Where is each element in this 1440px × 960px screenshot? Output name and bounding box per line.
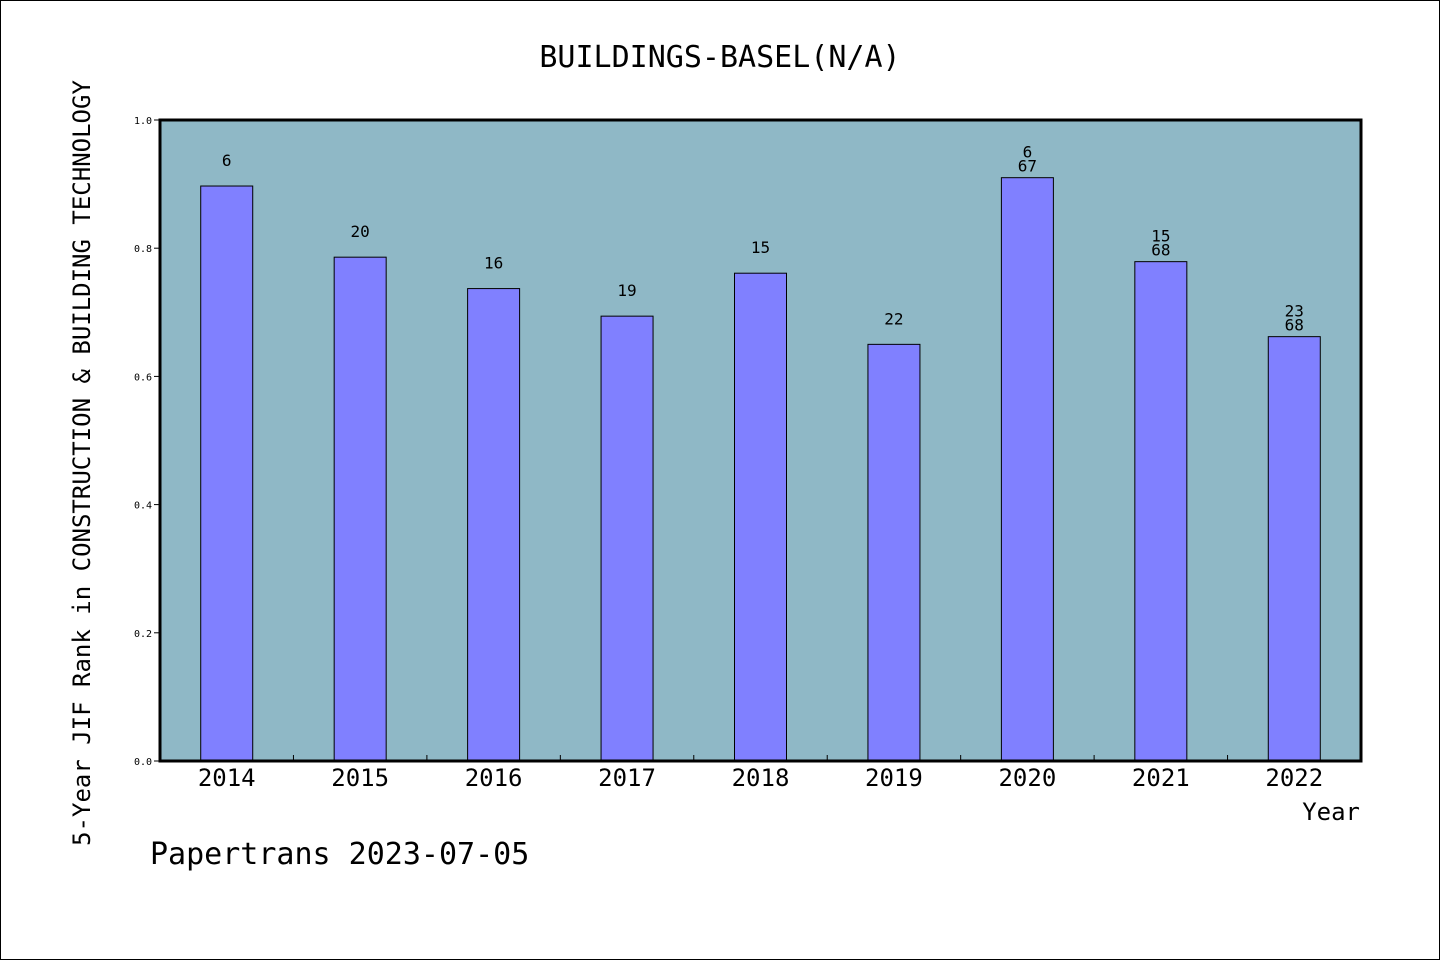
data-label-2019: 22	[884, 309, 903, 328]
y-tick-label: 0.6	[134, 372, 152, 383]
y-axis: 0.0 0.2 0.4 0.6 0.8 1.0	[134, 116, 160, 768]
bar-2019	[867, 343, 921, 762]
x-axis-label: Year	[1302, 798, 1360, 826]
x-tick-label: 2014	[198, 764, 256, 792]
data-label-2015: 20	[351, 222, 370, 241]
y-tick-label: 0.4	[134, 501, 152, 512]
y-tick-label: 0.2	[134, 629, 152, 640]
x-tick-label: 2016	[465, 764, 523, 792]
bar-2018	[734, 272, 787, 762]
data-label-2020: 6	[1023, 143, 1033, 162]
x-tick-label: 2022	[1265, 764, 1323, 792]
bar-2015	[333, 256, 387, 762]
bar-2022	[1267, 336, 1321, 762]
x-axis: 2014 2015 2016 2017 2018 2019 2020 2021 2022	[198, 755, 1323, 792]
footer-credit: Papertrans 2023-07-05	[150, 837, 529, 872]
y-tick-label: 0.8	[134, 244, 152, 255]
data-label-2021: 15	[1151, 227, 1170, 246]
x-tick-label: 2019	[865, 764, 923, 792]
x-tick-label: 2021	[1132, 764, 1190, 792]
data-label-2017: 19	[617, 281, 636, 300]
bar-2014	[200, 185, 254, 762]
bar-2020	[1000, 177, 1054, 762]
x-tick-label: 2018	[732, 764, 790, 792]
bar-2021	[1134, 261, 1188, 762]
plot-border	[158, 118, 1363, 763]
bar-2016	[467, 288, 521, 762]
data-label-2022: 23	[1285, 302, 1304, 321]
data-label-2016: 16	[484, 254, 503, 273]
y-tick-label: 0.0	[134, 757, 152, 768]
data-label-2021: 68	[1151, 241, 1170, 260]
data-label-2018: 15	[751, 238, 770, 257]
x-tick-label: 2020	[998, 764, 1056, 792]
data-label-2014: 6	[222, 151, 232, 170]
x-tick-label: 2017	[598, 764, 656, 792]
x-tick-label: 2015	[331, 764, 389, 792]
data-label-2020: 67	[1018, 157, 1037, 176]
data-label-2022: 68	[1285, 316, 1304, 335]
y-axis-label: 5-Year JIF Rank in CONSTRUCTION & BUILDI…	[68, 80, 96, 846]
bar-2017	[600, 315, 654, 762]
chart-title: BUILDINGS-BASEL(N/A)	[539, 40, 900, 75]
y-tick-label: 1.0	[134, 116, 152, 127]
